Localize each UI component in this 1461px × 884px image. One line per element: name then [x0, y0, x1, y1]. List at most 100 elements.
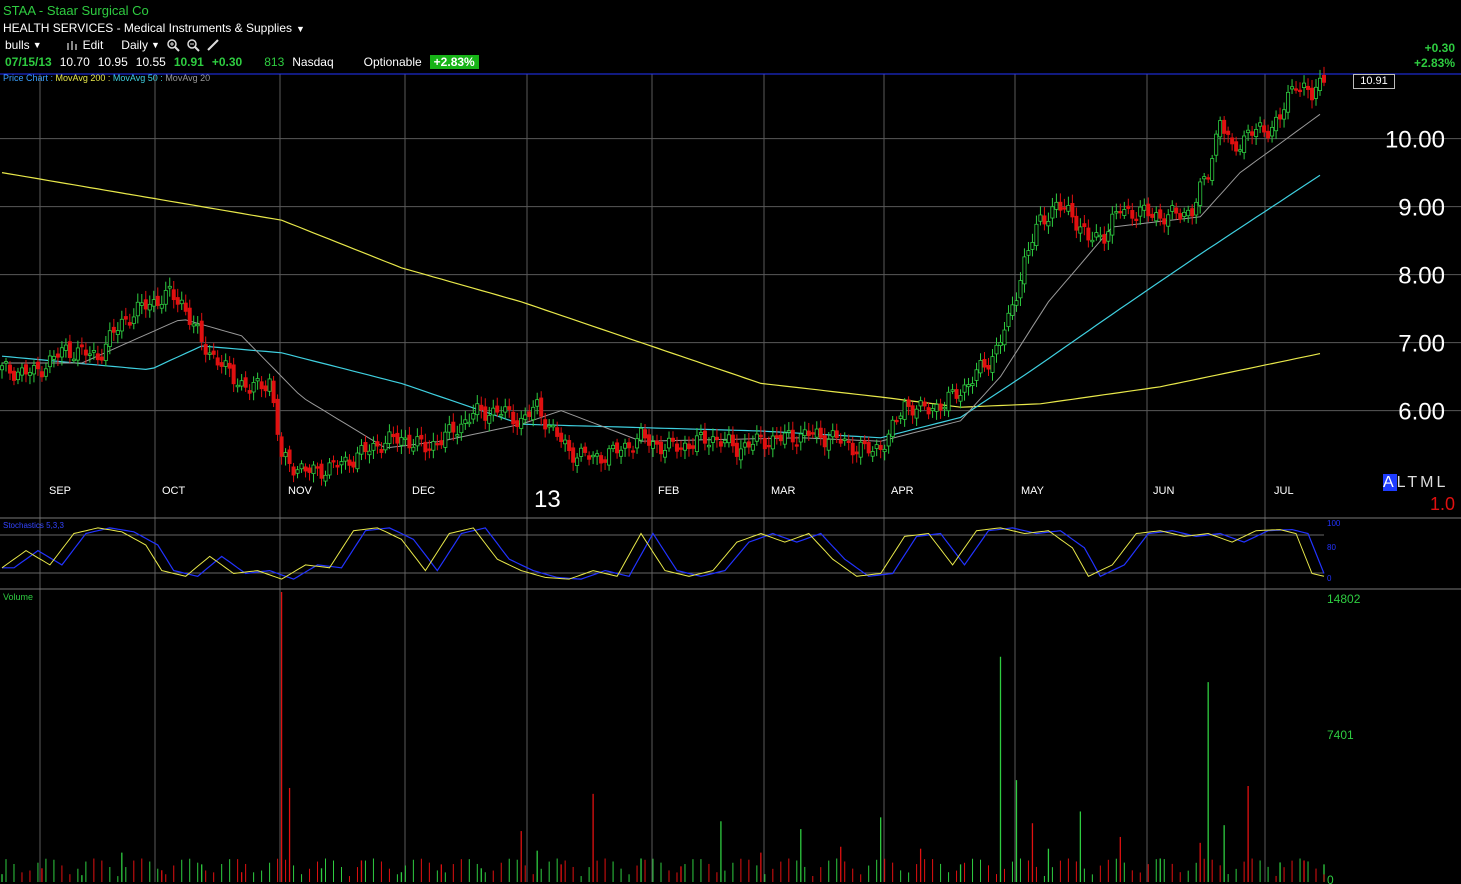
candle-body	[227, 362, 232, 369]
candle-body	[806, 430, 811, 437]
candle-body	[83, 349, 88, 356]
quote-bar: 07/15/13 10.70 10.95 10.55 10.91 +0.30 8…	[5, 55, 479, 69]
candle-body	[631, 450, 636, 453]
candle-body	[19, 367, 24, 376]
candle-body	[507, 406, 512, 410]
quote-open: 10.70	[59, 55, 90, 69]
candle-body	[834, 430, 839, 438]
candle-body	[279, 436, 284, 457]
candle-body	[1242, 135, 1247, 153]
draw-pencil-icon[interactable]	[206, 38, 220, 52]
price-tick-label: 8.00	[1398, 263, 1445, 290]
candle-body	[639, 427, 644, 441]
altml-option-a[interactable]: A	[1383, 474, 1397, 491]
candle-body	[155, 295, 160, 306]
candle-body	[938, 403, 943, 411]
candle-body	[830, 430, 835, 438]
candle-body	[734, 442, 739, 457]
candle-body	[842, 438, 847, 441]
candle-body	[994, 344, 999, 355]
candle-body	[295, 469, 300, 474]
candle-body	[235, 384, 240, 388]
candle-body	[331, 460, 336, 463]
candle-body	[894, 419, 899, 423]
altml-option-l2[interactable]: L	[1436, 474, 1449, 491]
candle-body	[655, 440, 660, 445]
candle-body	[275, 398, 280, 435]
period-dropdown[interactable]: Daily ▼	[121, 38, 160, 52]
candle-body	[595, 453, 600, 457]
change-value: +0.30	[1424, 41, 1455, 55]
candle-body	[1042, 215, 1047, 225]
candle-body	[1022, 256, 1027, 285]
candle-body	[115, 330, 120, 335]
candle-body	[395, 432, 400, 444]
candle-body	[1050, 206, 1055, 219]
altml-selector[interactable]: ALTML	[1383, 474, 1448, 492]
month-label: NOV	[288, 485, 313, 497]
candle-body	[567, 440, 572, 452]
month-label: MAR	[771, 485, 796, 497]
candle-body	[918, 400, 923, 407]
candle-body	[998, 342, 1003, 346]
watchlist-dropdown[interactable]: bulls ▼	[5, 38, 42, 52]
candle-body	[1222, 119, 1227, 134]
candle-body	[714, 436, 719, 440]
candle-body	[1122, 209, 1127, 216]
candle-body	[51, 355, 56, 360]
altml-option-t[interactable]: T	[1407, 474, 1421, 491]
candle-body	[1094, 232, 1099, 238]
candle-body	[475, 403, 480, 416]
candle-body	[1086, 227, 1091, 241]
candle-body	[111, 326, 116, 333]
candle-body	[231, 364, 236, 385]
candle-body	[698, 432, 703, 435]
candle-body	[399, 437, 404, 446]
candle-body	[1126, 205, 1131, 209]
candle-body	[738, 448, 743, 461]
candle-body	[175, 297, 180, 305]
candle-body	[950, 389, 955, 392]
candle-body	[435, 443, 440, 446]
candle-body	[523, 414, 528, 420]
zoom-in-icon[interactable]	[166, 38, 180, 52]
sector-dropdown[interactable]: HEALTH SERVICES - Medical Instruments & …	[3, 21, 305, 35]
candle-body	[1250, 131, 1255, 136]
candle-body	[603, 459, 608, 463]
candle-body	[1278, 114, 1283, 120]
candle-body	[678, 447, 683, 450]
candle-body	[1186, 209, 1191, 217]
candle-body	[898, 415, 903, 419]
candle-body	[970, 383, 975, 387]
candle-body	[431, 441, 436, 451]
zoom-out-icon[interactable]	[186, 38, 200, 52]
candle-body	[878, 444, 883, 450]
candle-body	[954, 389, 959, 399]
candle-body	[223, 360, 228, 367]
candle-body	[1178, 213, 1183, 220]
candle-body	[1034, 223, 1039, 247]
candle-body	[243, 377, 248, 388]
edit-button[interactable]: Edit	[66, 38, 103, 52]
candle-body	[1010, 304, 1015, 316]
candle-body	[647, 434, 652, 446]
candle-body	[1170, 205, 1175, 212]
candle-body	[822, 435, 827, 448]
altml-option-m[interactable]: M	[1420, 474, 1437, 491]
candle-body	[1018, 280, 1023, 299]
candle-body	[471, 412, 476, 420]
candle-body	[1058, 201, 1063, 211]
candle-body	[686, 443, 691, 450]
candle-body	[215, 357, 220, 366]
candle-body	[467, 421, 472, 425]
candle-body	[607, 448, 612, 466]
candle-body	[135, 301, 140, 317]
candle-body	[391, 433, 396, 438]
candle-body	[415, 436, 420, 447]
candle-body	[1158, 209, 1163, 219]
candle-body	[1046, 220, 1051, 227]
candle-body	[247, 390, 252, 394]
altml-option-l[interactable]: L	[1396, 474, 1408, 491]
candle-body	[1234, 141, 1239, 152]
